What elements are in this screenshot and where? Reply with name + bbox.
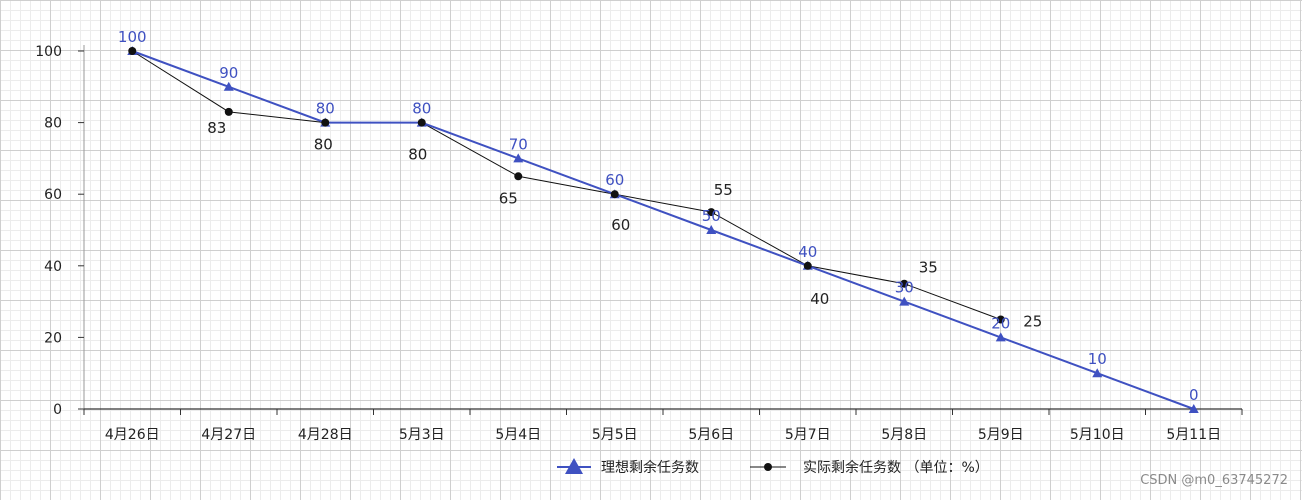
data-label-ideal: 0	[1189, 386, 1199, 404]
legend-marker-actual	[764, 463, 772, 471]
x-tick-label: 4月26日	[105, 427, 160, 443]
data-label-ideal: 30	[895, 279, 914, 297]
data-label-actual: 55	[714, 181, 733, 199]
data-label-actual: 80	[408, 146, 427, 164]
x-tick-label: 5月6日	[688, 427, 734, 443]
data-label-ideal: 10	[1088, 350, 1107, 368]
data-label-ideal: 80	[316, 100, 335, 118]
data-point-ideal	[223, 81, 234, 91]
data-point-actual	[224, 107, 233, 116]
data-label-actual: 40	[810, 290, 829, 308]
x-tick-label: 5月9日	[978, 427, 1024, 443]
data-label-ideal: 50	[702, 207, 721, 225]
data-point-actual	[803, 261, 812, 270]
data-label-ideal: 40	[798, 243, 817, 261]
legend-label-actual: 实际剩余任务数 （单位：%）	[803, 459, 989, 476]
x-tick-label: 5月8日	[881, 427, 927, 443]
data-label-ideal: 90	[219, 64, 238, 82]
data-label-actual: 80	[314, 136, 333, 154]
x-tick-label: 5月10日	[1070, 427, 1125, 443]
y-tick-label: 20	[44, 330, 62, 346]
data-point-ideal	[1188, 404, 1199, 413]
data-point-actual	[128, 47, 137, 55]
x-tick-label: 5月3日	[399, 427, 445, 443]
x-tick-label: 4月27日	[201, 427, 256, 443]
series-layer	[127, 46, 1199, 413]
y-tick-label: 60	[44, 187, 62, 203]
data-label-ideal: 70	[509, 135, 528, 153]
x-tick-label: 5月4日	[495, 427, 541, 443]
x-tick-label: 5月5日	[592, 427, 638, 443]
data-label-actual: 83	[207, 119, 226, 137]
legend-marker-ideal	[565, 458, 583, 474]
legend-label-ideal: 理想剩余任务数	[601, 459, 699, 476]
series-line-ideal	[131, 50, 1195, 410]
series-line-actual	[131, 50, 1001, 320]
data-point-ideal	[899, 296, 910, 306]
data-point-actual	[707, 208, 716, 217]
data-label-ideal: 60	[605, 171, 624, 189]
y-tick-label: 40	[44, 259, 62, 275]
y-tick-label: 100	[35, 44, 62, 60]
watermark: CSDN @m0_63745272	[1140, 473, 1288, 488]
data-point-actual	[900, 279, 909, 288]
x-tick-label: 5月11日	[1166, 427, 1221, 443]
y-axis-ticks: 0 20 40 60 80 100	[35, 44, 84, 418]
data-label-ideal: 80	[412, 100, 431, 118]
data-label-actual: 25	[1023, 313, 1042, 331]
x-tick-label: 4月28日	[298, 427, 353, 443]
data-point-actual	[417, 118, 426, 127]
data-point-actual	[996, 315, 1005, 324]
data-point-ideal	[995, 332, 1006, 342]
data-label-actual: 35	[919, 259, 938, 277]
data-label-ideal: 20	[991, 314, 1010, 332]
data-point-ideal	[1092, 368, 1103, 378]
y-tick-label: 0	[53, 402, 62, 418]
x-axis-ticks: 4月26日 4月27日 4月28日 5月3日 5月4日 5月5日 5月6日 5月7日 5月8日 5…	[83, 409, 1243, 443]
data-point-actual	[321, 118, 330, 127]
data-label-actual: 60	[611, 216, 630, 234]
legend: 理想剩余任务数 实际剩余任务数 （单位：%）	[557, 458, 989, 476]
x-tick-label: 5月7日	[785, 427, 831, 443]
data-point-ideal	[706, 225, 717, 234]
data-point-actual	[514, 172, 523, 181]
data-point-actual	[610, 190, 619, 199]
data-point-ideal	[513, 153, 524, 163]
data-label-actual: 65	[499, 189, 518, 207]
data-label-ideal: 100	[118, 28, 147, 46]
y-tick-label: 80	[44, 116, 62, 132]
